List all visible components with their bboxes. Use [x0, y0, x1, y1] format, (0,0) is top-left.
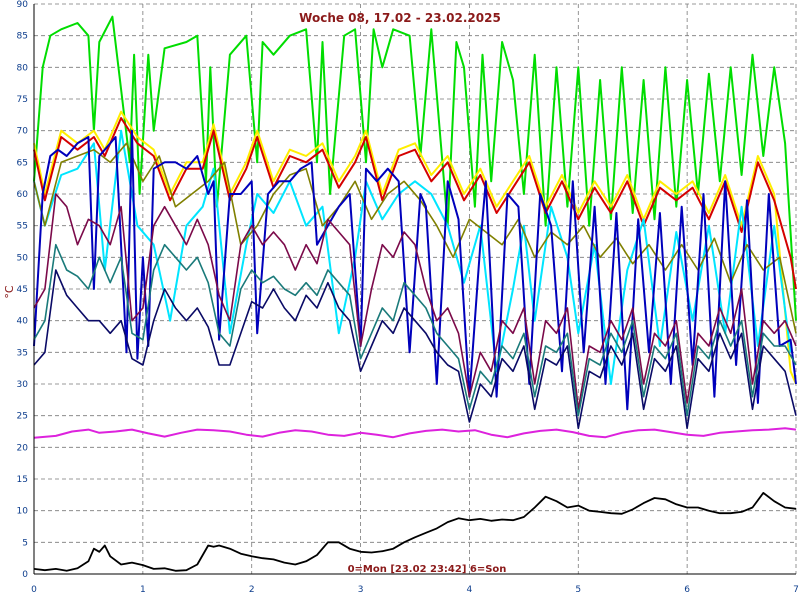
chart-title: Woche 08, 17.02 - 23.02.2025 [299, 11, 501, 25]
y-tick-label: 20 [17, 443, 29, 453]
y-axis-label: °C [3, 285, 16, 299]
y-tick-label: 10 [17, 507, 29, 517]
x-tick-label: 6 [684, 585, 690, 595]
x-tick-label: 1 [140, 585, 146, 595]
y-tick-label: 90 [17, 0, 29, 10]
series-line-7 [33, 243, 797, 417]
y-tick-label: 80 [17, 63, 29, 73]
y-tick-label: 30 [17, 380, 29, 390]
x-tick-label: 4 [467, 585, 473, 595]
y-tick-label: 15 [17, 475, 28, 485]
x-tick-label: 0 [31, 585, 37, 595]
series-line-8 [33, 269, 797, 430]
y-tick-label: 85 [17, 32, 28, 42]
y-tick-label: 25 [17, 412, 28, 422]
y-tick-label: 40 [17, 317, 29, 327]
series-line-9 [33, 427, 797, 439]
y-tick-label: 0 [22, 570, 28, 580]
chart-footer: 0=Mon [23.02 23:42] 6=Son [348, 564, 507, 575]
series-line-6 [33, 193, 797, 411]
series-line-5 [33, 129, 797, 411]
y-tick-label: 50 [17, 253, 29, 263]
series-line-1 [33, 110, 797, 385]
series-line-4 [33, 142, 797, 334]
x-tick-label: 2 [249, 585, 255, 595]
y-tick-label: 70 [17, 127, 29, 137]
y-tick-label: 65 [17, 158, 28, 168]
y-tick-label: 45 [17, 285, 28, 295]
y-tick-label: 60 [17, 190, 29, 200]
x-tick-label: 3 [358, 585, 364, 595]
x-tick-label: 7 [793, 585, 799, 595]
x-tick-label: 5 [575, 585, 581, 595]
y-tick-label: 35 [17, 348, 28, 358]
series-line-3 [33, 129, 792, 385]
y-tick-label: 55 [17, 222, 28, 232]
series-line-2 [33, 117, 797, 290]
series-line-0 [33, 15, 797, 321]
chart-series [33, 15, 797, 572]
y-tick-label: 75 [17, 95, 28, 105]
series-line-10 [33, 492, 797, 572]
y-tick-label: 5 [22, 538, 28, 548]
